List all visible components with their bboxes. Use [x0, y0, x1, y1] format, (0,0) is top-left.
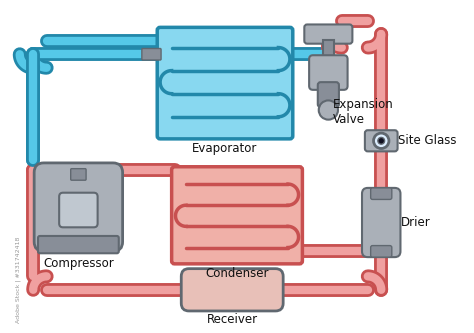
- Text: Evaporator: Evaporator: [192, 142, 258, 155]
- FancyBboxPatch shape: [309, 55, 347, 90]
- FancyBboxPatch shape: [362, 188, 401, 257]
- FancyBboxPatch shape: [59, 193, 98, 227]
- FancyBboxPatch shape: [181, 269, 283, 311]
- Text: Compressor: Compressor: [43, 257, 114, 270]
- FancyBboxPatch shape: [34, 163, 123, 251]
- Bar: [323, 40, 334, 61]
- Text: Drier: Drier: [401, 216, 430, 229]
- Text: Site Glass: Site Glass: [398, 134, 456, 147]
- Text: Condenser: Condenser: [205, 267, 269, 280]
- FancyBboxPatch shape: [371, 188, 392, 199]
- Text: Receiver: Receiver: [207, 313, 258, 326]
- FancyBboxPatch shape: [157, 27, 293, 139]
- FancyBboxPatch shape: [38, 236, 119, 253]
- Text: Expansion
Valve: Expansion Valve: [333, 98, 394, 126]
- Circle shape: [378, 138, 384, 144]
- FancyBboxPatch shape: [172, 167, 302, 264]
- Text: Adobe Stock | #331742418: Adobe Stock | #331742418: [16, 237, 21, 323]
- Circle shape: [319, 101, 338, 120]
- FancyBboxPatch shape: [371, 245, 392, 257]
- FancyBboxPatch shape: [304, 24, 352, 44]
- FancyBboxPatch shape: [71, 169, 86, 180]
- FancyBboxPatch shape: [142, 49, 161, 60]
- FancyBboxPatch shape: [365, 130, 398, 152]
- FancyBboxPatch shape: [318, 82, 339, 107]
- Circle shape: [374, 133, 389, 149]
